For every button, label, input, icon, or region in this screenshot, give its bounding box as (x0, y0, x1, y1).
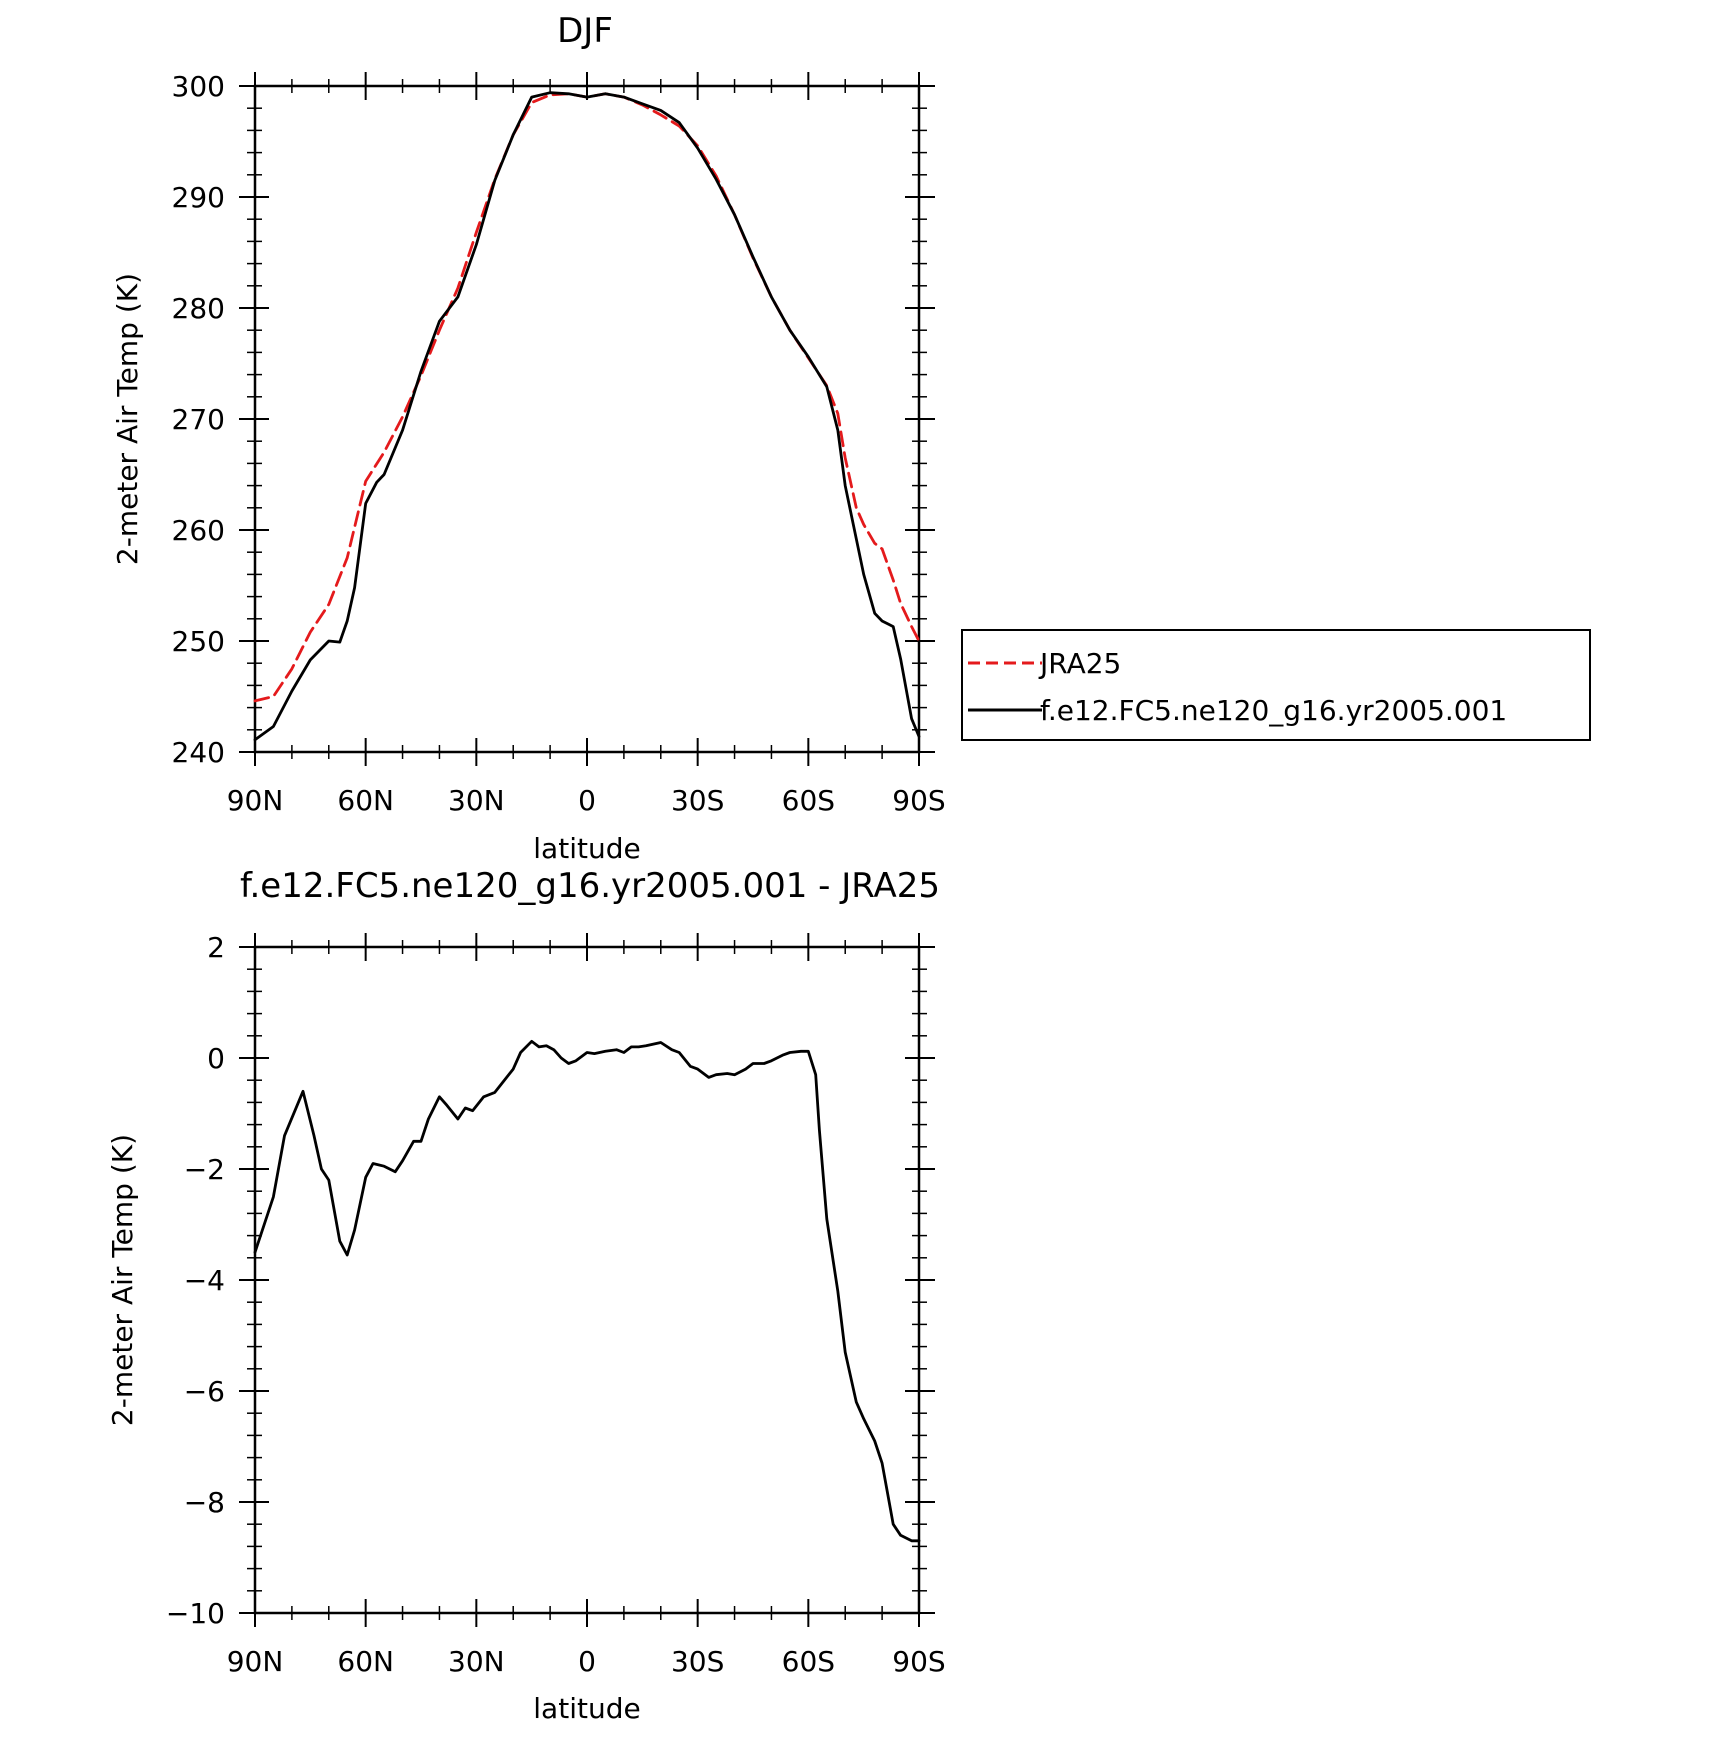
series-lines (253, 1039, 921, 1543)
tick-marks (239, 933, 935, 1627)
y-tick-labels: 240 250 260 270 280 290 300 (172, 70, 225, 769)
y-tick-label: −6 (184, 1375, 225, 1408)
plot-frame (253, 84, 921, 754)
x-tick-label: 60S (782, 1645, 835, 1678)
y-tick-label: 240 (172, 736, 225, 769)
x-tick-label: 30S (671, 784, 724, 817)
y-tick-label: 260 (172, 514, 225, 547)
chart-title: f.e12.FC5.ne120_g16.yr2005.001 - JRA25 (240, 866, 940, 906)
x-tick-label: 60N (337, 1645, 394, 1678)
series-line-difference (253, 1039, 921, 1543)
x-tick-labels: 90N 60N 30N 0 30S 60S 90S (227, 784, 946, 817)
x-tick-label: 60N (337, 784, 394, 817)
y-tick-label: −2 (184, 1153, 225, 1186)
legend: JRA25 f.e12.FC5.ne120_g16.yr2005.001 (961, 629, 1591, 741)
x-tick-label: 30N (448, 1645, 505, 1678)
x-axis-label: latitude (533, 832, 640, 865)
y-tick-label: −8 (184, 1486, 225, 1519)
y-tick-label: −10 (166, 1597, 225, 1630)
legend-label-jra25: JRA25 (1038, 647, 1121, 680)
x-tick-label: 0 (578, 1645, 596, 1678)
y-axis-label: 2-meter Air Temp (K) (111, 273, 144, 565)
y-tick-label: 280 (172, 292, 225, 325)
x-tick-label: 90S (892, 1645, 945, 1678)
tick-marks (239, 72, 935, 766)
series-lines (253, 91, 921, 742)
chart-title: DJF (557, 11, 613, 51)
x-tick-label: 90N (227, 784, 284, 817)
x-tick-label: 0 (578, 784, 596, 817)
chart-panel-djf: DJF 90N 60N 30N 0 30S 60S 90S 2402502602702802… (111, 11, 946, 865)
plot-frame (253, 945, 921, 1615)
y-tick-label: 250 (172, 625, 225, 658)
legend-box (961, 629, 1591, 741)
legend-label-model: f.e12.FC5.ne120_g16.yr2005.001 (1040, 694, 1507, 727)
y-tick-label: 270 (172, 403, 225, 436)
x-tick-labels: 90N 60N 30N 0 30S 60S 90S (227, 1645, 946, 1678)
chart-panel-difference: f.e12.FC5.ne120_g16.yr2005.001 - JRA25 9… (106, 866, 946, 1725)
x-axis-label: latitude (533, 1692, 640, 1725)
y-tick-label: 290 (172, 181, 225, 214)
x-tick-label: 90S (892, 784, 945, 817)
series-line-jra25 (253, 92, 921, 703)
y-tick-label: −4 (184, 1264, 225, 1297)
series-line-f-e12-fc5-ne120-g16-yr2005-001 (253, 91, 921, 742)
x-tick-label: 90N (227, 1645, 284, 1678)
x-tick-label: 30S (671, 1645, 724, 1678)
x-tick-label: 60S (782, 784, 835, 817)
x-tick-label: 30N (448, 784, 505, 817)
y-axis-label: 2-meter Air Temp (K) (106, 1134, 139, 1426)
y-tick-label: 300 (172, 70, 225, 103)
y-tick-labels: −10 −8 −6 −4 −2 0 2 (166, 931, 225, 1630)
y-tick-label: 2 (207, 931, 225, 964)
y-tick-label: 0 (207, 1042, 225, 1075)
